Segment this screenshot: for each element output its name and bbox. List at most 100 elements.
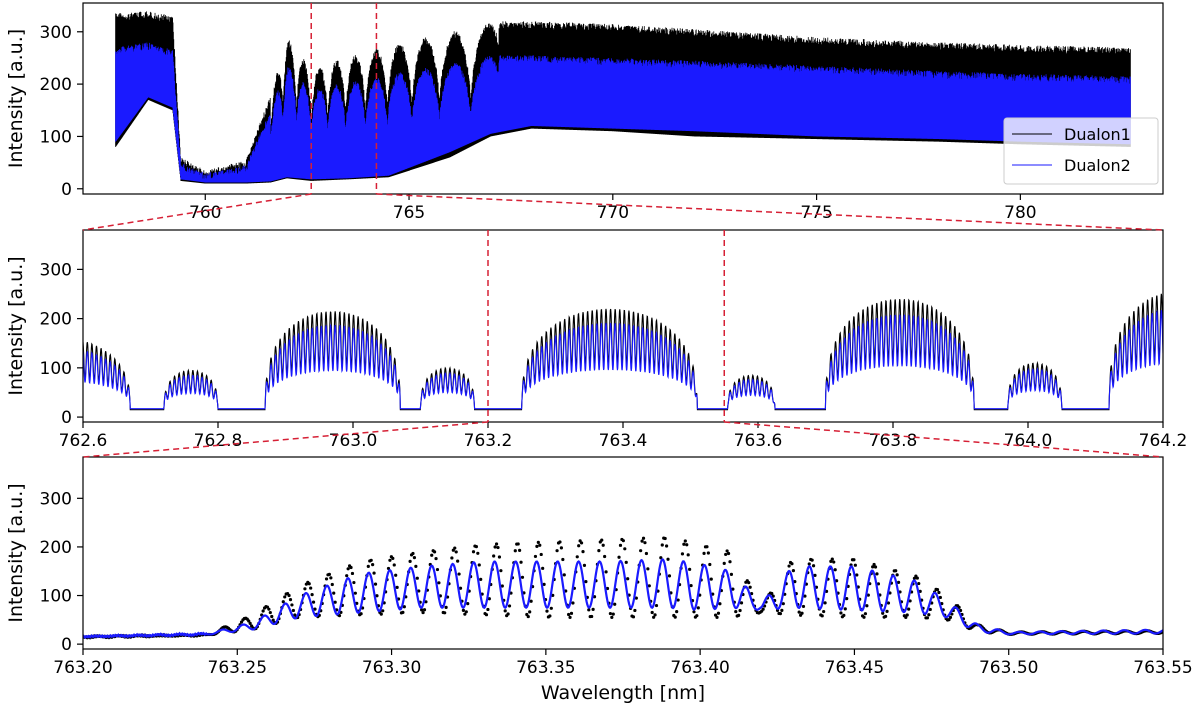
data-point (709, 577, 713, 581)
data-point (722, 561, 726, 566)
x-tick-label: 765 (393, 203, 425, 223)
data-point (310, 593, 314, 597)
data-point (689, 583, 693, 588)
data-point (829, 559, 833, 564)
data-point (654, 603, 659, 608)
data-point (477, 563, 481, 567)
data-point (716, 611, 721, 615)
x-tick-label: 763.0 (329, 431, 378, 451)
data-point (641, 536, 646, 540)
data-point (739, 601, 744, 605)
data-point (421, 610, 425, 615)
data-point (584, 580, 588, 584)
data-point (820, 614, 824, 618)
data-point (541, 566, 545, 570)
data-point (337, 614, 342, 618)
data-point (680, 552, 685, 556)
data-point (676, 598, 680, 602)
y-tick-label: 0 (61, 635, 72, 655)
data-point (386, 566, 391, 571)
data-point (454, 550, 458, 554)
data-point (329, 576, 333, 580)
data-point (330, 582, 334, 587)
data-point (528, 610, 532, 614)
data-point (935, 588, 940, 592)
data-point (332, 591, 336, 595)
data-point (590, 614, 594, 619)
data-point (311, 600, 316, 604)
data-point (886, 601, 891, 605)
data-point (496, 545, 500, 550)
zoom-connector-left-top (82, 193, 312, 231)
data-point (639, 549, 643, 553)
data-point (506, 612, 510, 616)
data-point (535, 544, 539, 548)
data-point (603, 554, 607, 559)
data-point (865, 604, 869, 608)
data-point (875, 572, 879, 576)
x-tick-label: 762.8 (194, 431, 243, 451)
data-point (432, 550, 437, 554)
data-point (420, 608, 424, 612)
data-point (549, 606, 553, 610)
data-point (437, 581, 441, 585)
data-point (503, 609, 507, 613)
data-point (484, 613, 489, 617)
data-point (761, 607, 765, 611)
y-tick-label: 300 (40, 489, 72, 509)
data-point (587, 608, 591, 612)
data-point (545, 609, 549, 613)
data-point (904, 615, 908, 619)
zoom-connector-left-bottom (82, 421, 489, 458)
data-point (600, 538, 604, 542)
data-point (928, 607, 932, 612)
series-line-dualon2 (83, 558, 1163, 640)
data-point (853, 563, 857, 567)
data-point (268, 610, 272, 615)
data-point (391, 556, 395, 560)
data-point (349, 565, 353, 570)
data-point (738, 608, 742, 613)
data-point (507, 604, 512, 608)
y-axis-label: Intensity [a.u.] (5, 483, 27, 622)
data-point (801, 604, 806, 609)
data-point (401, 610, 405, 615)
data-point (647, 584, 651, 588)
series-line-dualon2 (115, 42, 1131, 183)
data-point (303, 587, 307, 591)
data-point (894, 569, 898, 573)
data-point (571, 601, 575, 605)
data-point (663, 536, 667, 541)
data-point (493, 545, 497, 549)
data-point (807, 562, 811, 566)
data-point (876, 582, 881, 586)
y-tick-label: 200 (40, 310, 72, 330)
y-tick-label: 0 (61, 408, 72, 428)
data-point (434, 556, 438, 561)
data-point (561, 557, 565, 562)
data-point (388, 558, 392, 562)
data-point (555, 549, 559, 553)
data-point (731, 587, 735, 591)
data-point (618, 543, 623, 547)
data-point (375, 594, 379, 598)
data-point (474, 545, 478, 549)
data-point (411, 551, 415, 556)
data-point (492, 554, 496, 558)
data-point (925, 616, 930, 620)
data-point (435, 567, 440, 572)
y-tick-label: 300 (40, 260, 72, 280)
data-point (371, 563, 375, 567)
x-tick-label: 763.4 (599, 431, 648, 451)
data-point (650, 610, 654, 615)
data-point (822, 609, 826, 614)
data-point (706, 551, 710, 555)
data-point (494, 542, 499, 546)
data-point (456, 559, 460, 563)
data-point (313, 607, 317, 611)
data-point (497, 555, 502, 559)
data-point (810, 558, 814, 562)
data-point (414, 564, 418, 568)
data-point (464, 610, 468, 614)
data-point (643, 541, 647, 545)
